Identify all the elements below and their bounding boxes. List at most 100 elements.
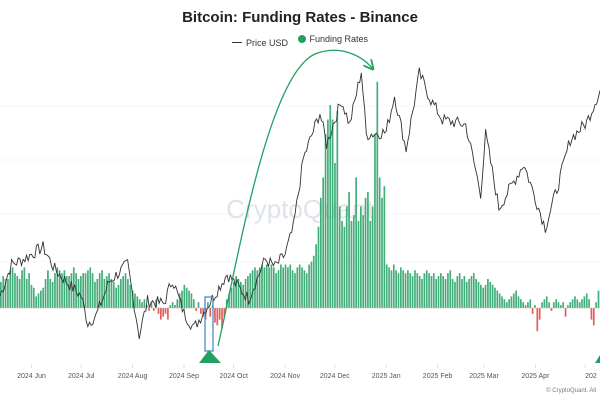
funding-rate-bar (35, 296, 37, 308)
funding-rate-bar (138, 299, 141, 308)
funding-rate-bar (574, 296, 576, 308)
funding-rate-bar (244, 279, 247, 308)
funding-rate-bar (162, 308, 165, 317)
legend-dot-swatch (298, 35, 307, 43)
funding-rate-bar (376, 81, 379, 308)
funding-rate-bar (418, 276, 421, 308)
funding-rate-bar (251, 270, 254, 308)
funding-rate-bar (437, 276, 440, 308)
funding-rate-bar (9, 270, 12, 308)
signal-triangle-marker (199, 350, 221, 363)
funding-rate-bar (256, 270, 259, 308)
x-tick-label: 2025 Mar (469, 373, 499, 380)
funding-rate-bar (524, 305, 527, 308)
funding-rate-bar (571, 299, 574, 308)
funding-rate-bar (461, 279, 463, 308)
funding-rate-bar (581, 299, 583, 308)
funding-rate-bar (37, 293, 40, 308)
funding-rate-bar (583, 296, 586, 308)
funding-rate-bar (11, 267, 14, 308)
funding-rate-bar (87, 270, 89, 308)
funding-rate-bar (40, 290, 42, 308)
funding-rate-bar (192, 299, 195, 308)
funding-rate-bar (404, 273, 407, 308)
funding-rate-bar (249, 273, 252, 308)
funding-rate-bar (164, 308, 167, 314)
funding-rate-bar (261, 264, 263, 308)
funding-rate-bar (70, 273, 73, 308)
funding-rate-bar (588, 299, 590, 308)
funding-rate-bar (385, 264, 388, 308)
funding-rate-bar (550, 308, 553, 311)
funding-rate-bar (303, 270, 306, 308)
funding-rate-bar (284, 264, 287, 308)
funding-rate-bar (174, 305, 176, 308)
x-tick-label: 202 (585, 373, 597, 380)
funding-rate-bar (110, 279, 113, 308)
price-usd-line (0, 67, 600, 339)
x-tick-label: 2024 Sep (169, 373, 199, 380)
funding-rate-bar (536, 308, 539, 332)
funding-rate-bar (275, 273, 277, 308)
funding-rate-bar (383, 186, 386, 308)
legend-line-swatch (231, 42, 242, 43)
funding-rate-bar (430, 276, 433, 308)
legend: Price USD Funding Rates (0, 34, 600, 48)
funding-rate-bar (277, 270, 280, 308)
funding-rate-bar (112, 281, 115, 308)
signal-triangle-marker-right (595, 355, 600, 363)
funding-rate-bar (324, 134, 327, 308)
funding-rate-bar (567, 305, 569, 308)
funding-rate-bar (54, 273, 56, 308)
funding-rate-bar (472, 273, 475, 308)
funding-rate-bar (327, 119, 329, 308)
funding-rate-bar (209, 308, 212, 317)
legend-item-funding[interactable]: Funding Rates (298, 34, 368, 44)
funding-rate-bar (282, 267, 285, 308)
funding-rate-bar (65, 276, 68, 308)
funding-rate-bar (129, 284, 132, 308)
legend-item-price[interactable]: Price USD (231, 38, 288, 48)
funding-rate-bar (47, 270, 49, 308)
funding-rate-bar (80, 276, 82, 308)
funding-rate-bar (214, 308, 216, 323)
funding-rate-bar (343, 226, 346, 308)
funding-rate-bar (298, 264, 301, 308)
funding-rate-bar (428, 273, 430, 308)
funding-rate-bar (84, 273, 87, 308)
funding-rate-bar (258, 267, 261, 308)
funding-rate-bar (564, 308, 567, 317)
funding-rate-bar (235, 276, 237, 308)
funding-rate-bar (32, 287, 35, 308)
funding-rate-bar (148, 308, 150, 311)
funding-rate-bar (61, 273, 63, 308)
funding-rate-bar (240, 281, 242, 308)
funding-rate-bar (522, 302, 525, 308)
funding-rate-bar (400, 267, 402, 308)
funding-rate-bar (329, 105, 332, 308)
funding-rate-bar (230, 287, 233, 308)
x-tick-label: 2024 Oct (219, 373, 247, 380)
funding-rate-bar (320, 197, 322, 308)
funding-rate-bar (334, 163, 336, 308)
funding-rate-bar (23, 267, 26, 308)
funding-rate-bar (265, 264, 268, 308)
funding-rate-bar (451, 279, 454, 308)
funding-rate-bar (167, 308, 169, 320)
funding-rate-bar (105, 276, 108, 308)
funding-rate-bar (447, 273, 449, 308)
x-tick-label: 2024 Nov (270, 373, 300, 380)
funding-rate-bar (268, 267, 270, 308)
funding-rate-bar (364, 197, 367, 308)
funding-rate-bar (96, 279, 99, 308)
x-tick-label: 2024 Aug (118, 373, 148, 380)
funding-rate-bar (176, 299, 179, 308)
funding-rate-bar (188, 290, 190, 308)
legend-label-funding: Funding Rates (309, 34, 369, 44)
funding-rate-bar (331, 119, 334, 308)
funding-rate-bar (503, 299, 506, 308)
funding-rate-bar (592, 308, 595, 326)
funding-rate-bar (449, 270, 452, 308)
funding-rate-bar (221, 308, 223, 329)
funding-rate-bar (414, 270, 416, 308)
